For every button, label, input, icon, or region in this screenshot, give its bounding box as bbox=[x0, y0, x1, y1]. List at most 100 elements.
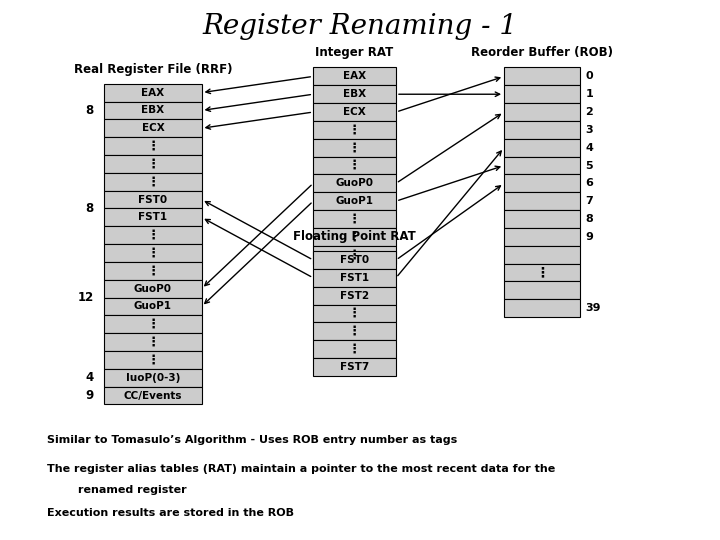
Text: Integer RAT: Integer RAT bbox=[315, 46, 394, 59]
Text: Real Register File (RRF): Real Register File (RRF) bbox=[73, 63, 233, 76]
Bar bbox=[504, 192, 580, 210]
Bar bbox=[104, 137, 202, 155]
Bar bbox=[104, 262, 202, 280]
Bar bbox=[104, 226, 202, 244]
Bar bbox=[313, 121, 396, 139]
Text: FST0: FST0 bbox=[138, 194, 168, 205]
Text: CC/Events: CC/Events bbox=[124, 390, 182, 401]
Text: ⋮: ⋮ bbox=[146, 335, 160, 349]
Bar bbox=[504, 246, 580, 264]
Text: ⋮: ⋮ bbox=[146, 353, 160, 367]
Bar bbox=[504, 121, 580, 139]
Text: ⋮: ⋮ bbox=[348, 342, 361, 356]
Text: 3: 3 bbox=[585, 125, 593, 135]
Text: 5: 5 bbox=[585, 160, 593, 171]
Text: 8: 8 bbox=[585, 214, 593, 224]
Text: Floating Point RAT: Floating Point RAT bbox=[293, 230, 416, 243]
Text: 7: 7 bbox=[585, 196, 593, 206]
Bar bbox=[313, 192, 396, 210]
Bar bbox=[104, 244, 202, 262]
Bar bbox=[104, 102, 202, 119]
Text: 39: 39 bbox=[585, 303, 601, 313]
Text: ⋮: ⋮ bbox=[146, 139, 160, 153]
Text: EAX: EAX bbox=[343, 71, 366, 82]
Bar bbox=[104, 369, 202, 387]
Bar bbox=[504, 85, 580, 103]
Text: Similar to Tomasulo’s Algorithm - Uses ROB entry number as tags: Similar to Tomasulo’s Algorithm - Uses R… bbox=[47, 435, 457, 445]
Bar bbox=[104, 387, 202, 404]
Bar bbox=[104, 298, 202, 315]
Text: ⋮: ⋮ bbox=[535, 266, 549, 279]
Bar bbox=[504, 264, 580, 281]
Text: IuoP(0-3): IuoP(0-3) bbox=[126, 373, 180, 383]
Bar bbox=[104, 351, 202, 369]
Bar bbox=[313, 246, 396, 264]
Bar bbox=[104, 315, 202, 333]
Bar bbox=[104, 84, 202, 102]
Text: 8: 8 bbox=[86, 202, 94, 215]
Bar bbox=[504, 299, 580, 317]
Bar bbox=[313, 139, 396, 157]
Text: ⋮: ⋮ bbox=[146, 157, 160, 171]
Bar bbox=[504, 103, 580, 121]
Text: Register Renaming - 1: Register Renaming - 1 bbox=[202, 14, 518, 40]
Bar bbox=[313, 157, 396, 174]
Bar bbox=[504, 68, 580, 85]
Text: ⋮: ⋮ bbox=[348, 123, 361, 137]
Bar bbox=[313, 103, 396, 121]
Bar bbox=[313, 322, 396, 340]
Text: 6: 6 bbox=[585, 178, 593, 188]
Text: ⋮: ⋮ bbox=[348, 212, 361, 226]
Bar bbox=[313, 340, 396, 358]
Text: ECX: ECX bbox=[142, 123, 164, 133]
Text: FST0: FST0 bbox=[340, 255, 369, 265]
Text: 9: 9 bbox=[585, 232, 593, 242]
Text: ⋮: ⋮ bbox=[146, 228, 160, 242]
Bar bbox=[104, 173, 202, 191]
Bar bbox=[313, 174, 396, 192]
Text: ⋮: ⋮ bbox=[146, 175, 160, 188]
Text: ⋮: ⋮ bbox=[348, 230, 361, 244]
Text: ⋮: ⋮ bbox=[348, 248, 361, 261]
Text: ⋮: ⋮ bbox=[348, 325, 361, 338]
Bar bbox=[313, 269, 396, 287]
Text: ECX: ECX bbox=[343, 107, 366, 117]
Bar bbox=[313, 85, 396, 103]
Text: Reorder Buffer (ROB): Reorder Buffer (ROB) bbox=[471, 46, 613, 59]
Text: ⋮: ⋮ bbox=[146, 264, 160, 278]
Text: ⋮: ⋮ bbox=[146, 246, 160, 260]
Text: FST1: FST1 bbox=[340, 273, 369, 283]
Text: The register alias tables (RAT) maintain a pointer to the most recent data for t: The register alias tables (RAT) maintain… bbox=[47, 464, 555, 475]
Text: ⋮: ⋮ bbox=[348, 141, 361, 154]
Text: FST1: FST1 bbox=[138, 212, 168, 222]
Text: GuoP1: GuoP1 bbox=[336, 196, 374, 206]
Bar bbox=[104, 208, 202, 226]
Bar bbox=[104, 191, 202, 208]
Text: 12: 12 bbox=[77, 291, 94, 304]
Text: 2: 2 bbox=[585, 107, 593, 117]
Bar bbox=[313, 287, 396, 305]
Bar bbox=[504, 281, 580, 299]
Bar bbox=[104, 333, 202, 351]
Text: 4: 4 bbox=[585, 143, 593, 153]
Text: ⋮: ⋮ bbox=[348, 159, 361, 172]
Bar bbox=[504, 157, 580, 174]
Bar bbox=[104, 155, 202, 173]
Text: GuoP0: GuoP0 bbox=[336, 178, 374, 188]
Text: renamed register: renamed register bbox=[47, 485, 186, 495]
Text: 1: 1 bbox=[585, 89, 593, 99]
Bar bbox=[313, 251, 396, 269]
Text: FST7: FST7 bbox=[340, 362, 369, 372]
Text: FST2: FST2 bbox=[340, 291, 369, 301]
Text: GuoP0: GuoP0 bbox=[134, 284, 172, 294]
Bar bbox=[504, 228, 580, 246]
Bar bbox=[313, 228, 396, 246]
Bar bbox=[104, 280, 202, 298]
Text: 4: 4 bbox=[86, 371, 94, 384]
Text: GuoP1: GuoP1 bbox=[134, 301, 172, 312]
Text: 9: 9 bbox=[86, 389, 94, 402]
Text: EBX: EBX bbox=[141, 105, 165, 116]
Text: 8: 8 bbox=[86, 104, 94, 117]
Text: Execution results are stored in the ROB: Execution results are stored in the ROB bbox=[47, 508, 294, 518]
Bar bbox=[504, 174, 580, 192]
